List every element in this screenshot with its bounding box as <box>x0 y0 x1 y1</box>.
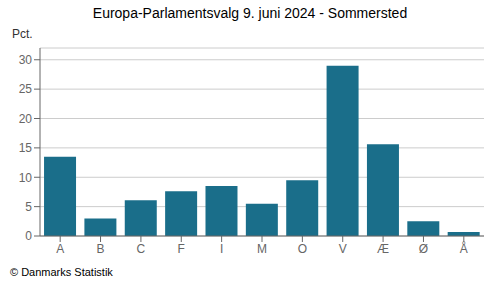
svg-text:5: 5 <box>25 200 32 214</box>
svg-text:C: C <box>137 242 146 256</box>
svg-text:O: O <box>298 242 307 256</box>
svg-text:V: V <box>339 242 347 256</box>
svg-text:M: M <box>257 242 267 256</box>
svg-text:15: 15 <box>19 141 33 155</box>
html-text:© Danmarks Statistik: © Danmarks Statistik <box>10 266 113 278</box>
svg-text:Æ: Æ <box>377 242 389 256</box>
svg-text:10: 10 <box>19 171 33 185</box>
svg-text:F: F <box>178 242 185 256</box>
svg-text:Å: Å <box>460 241 468 256</box>
svg-text:I: I <box>220 242 223 256</box>
svg-text:Ø: Ø <box>419 242 428 256</box>
svg-text:20: 20 <box>19 112 33 126</box>
html-text:Europa-Parlamentsvalg 9. juni: Europa-Parlamentsvalg 9. juni 2024 - Som… <box>92 5 408 21</box>
svg-text:25: 25 <box>19 82 33 96</box>
html-text:Pct.: Pct. <box>12 27 33 41</box>
svg-text:30: 30 <box>19 53 33 67</box>
svg-text:B: B <box>97 242 105 256</box>
svg-text:A: A <box>56 242 64 256</box>
svg-text:0: 0 <box>25 229 32 243</box>
